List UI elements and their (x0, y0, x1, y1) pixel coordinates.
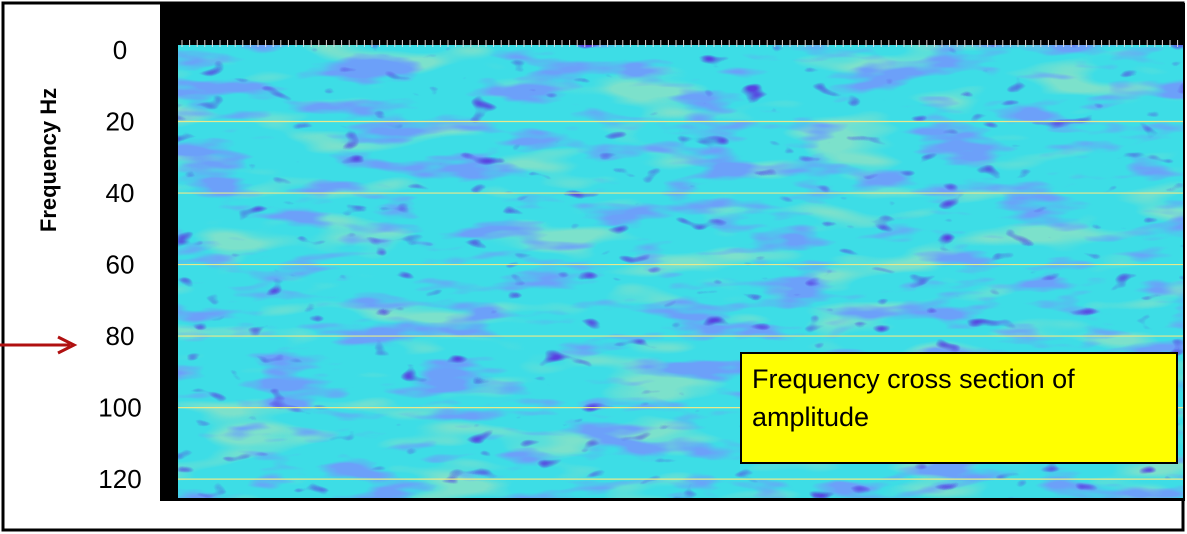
y-tick-label: 60 (106, 249, 135, 279)
y-axis-title: Frequency Hz (36, 88, 61, 232)
screen: Frequency Hz 0 20 40 60 80 100 120 Frequency c… (0, 0, 1187, 534)
annotation: Frequency cross section of amplitude (740, 352, 1178, 464)
y-tick-label: 0 (113, 35, 127, 65)
y-tick-label: 100 (98, 392, 141, 422)
y-tick-label: 80 (106, 321, 135, 351)
y-tick-label: 40 (106, 178, 135, 208)
y-tick-label: 20 (106, 106, 135, 136)
y-tick-label: 120 (98, 464, 141, 494)
